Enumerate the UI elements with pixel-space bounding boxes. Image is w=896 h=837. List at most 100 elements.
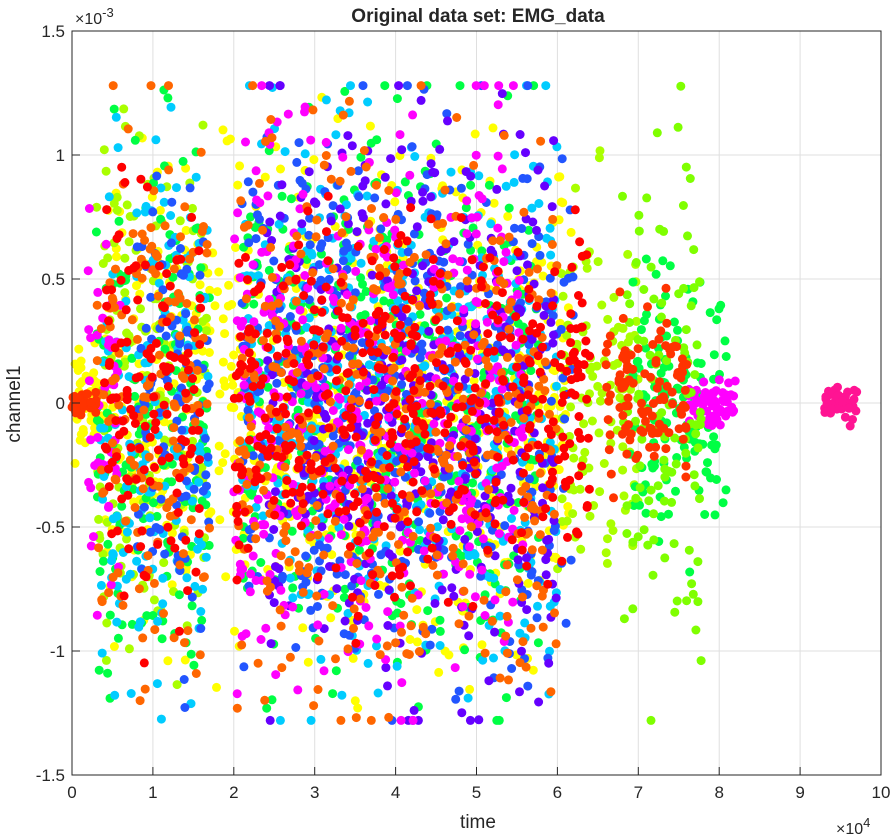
data-point (575, 484, 585, 494)
data-point (394, 540, 403, 549)
data-point (469, 330, 479, 340)
data-point (138, 484, 148, 494)
data-point (681, 162, 691, 172)
data-point (92, 610, 102, 620)
data-point (86, 333, 96, 343)
data-point (392, 94, 402, 104)
data-point (136, 542, 146, 552)
data-point (577, 298, 587, 308)
data-point (418, 196, 428, 206)
data-point (96, 324, 106, 334)
data-point (478, 534, 488, 544)
data-point (646, 424, 656, 434)
data-point (108, 81, 118, 91)
data-point (93, 287, 103, 297)
data-point (103, 539, 113, 549)
data-point (608, 526, 618, 535)
data-point (674, 424, 684, 434)
data-point (678, 367, 688, 377)
data-point (667, 387, 677, 397)
data-point (232, 575, 242, 585)
data-point (493, 100, 503, 110)
data-point (335, 176, 345, 186)
data-point (541, 81, 551, 91)
data-point (164, 165, 174, 175)
data-point (155, 350, 164, 360)
data-point (595, 146, 605, 156)
data-point (75, 379, 85, 389)
data-point (137, 526, 147, 536)
data-point (425, 508, 435, 518)
data-point (620, 401, 630, 411)
data-point (494, 397, 504, 407)
data-point (664, 466, 673, 476)
data-point (364, 621, 374, 631)
data-point (452, 316, 462, 326)
data-point (546, 687, 556, 697)
data-point (212, 682, 221, 692)
data-point (139, 405, 149, 415)
data-point (661, 283, 671, 293)
data-point (275, 211, 285, 221)
data-point (398, 454, 408, 464)
data-point (155, 205, 165, 215)
data-point (337, 228, 347, 238)
data-point (124, 644, 134, 654)
data-point (224, 280, 234, 290)
data-point (693, 443, 703, 453)
data-point (435, 325, 445, 335)
data-point (83, 266, 93, 276)
data-point (341, 212, 351, 222)
data-point (370, 193, 380, 203)
data-point (261, 623, 271, 633)
data-point (662, 318, 672, 328)
data-point (482, 317, 492, 327)
data-point (547, 202, 557, 212)
data-point (197, 462, 207, 472)
data-point (149, 409, 159, 419)
data-point (571, 183, 580, 193)
data-point (351, 713, 361, 723)
data-point (414, 517, 424, 527)
data-point (230, 626, 239, 636)
data-point (382, 235, 392, 245)
data-point (353, 241, 363, 251)
data-point (250, 521, 260, 531)
data-point (383, 681, 392, 691)
data-point (551, 593, 561, 603)
data-point (276, 164, 285, 174)
data-point (538, 622, 548, 632)
data-point (92, 300, 102, 310)
data-point (690, 481, 700, 491)
data-point (256, 474, 266, 484)
data-point (453, 451, 463, 461)
data-point (195, 441, 205, 451)
data-point (262, 586, 272, 596)
data-point (508, 455, 518, 465)
data-point (220, 449, 230, 459)
data-point (431, 427, 441, 437)
data-point (238, 564, 248, 574)
data-point (506, 483, 516, 493)
data-point (360, 176, 370, 186)
data-point (527, 203, 537, 213)
data-point (202, 248, 212, 258)
data-point (639, 285, 649, 294)
data-point (519, 413, 529, 423)
data-point (479, 81, 489, 91)
data-point (308, 268, 318, 278)
data-point (615, 287, 625, 297)
data-point (152, 679, 162, 689)
data-point (340, 616, 350, 626)
data-point (179, 459, 189, 469)
data-point (625, 299, 635, 309)
data-point (678, 434, 688, 444)
data-point (641, 254, 651, 264)
data-point (561, 618, 571, 628)
data-point (181, 225, 191, 235)
data-point (296, 336, 306, 346)
data-point (92, 202, 102, 212)
data-point (486, 219, 496, 229)
data-point (277, 191, 287, 201)
data-point (195, 408, 205, 417)
